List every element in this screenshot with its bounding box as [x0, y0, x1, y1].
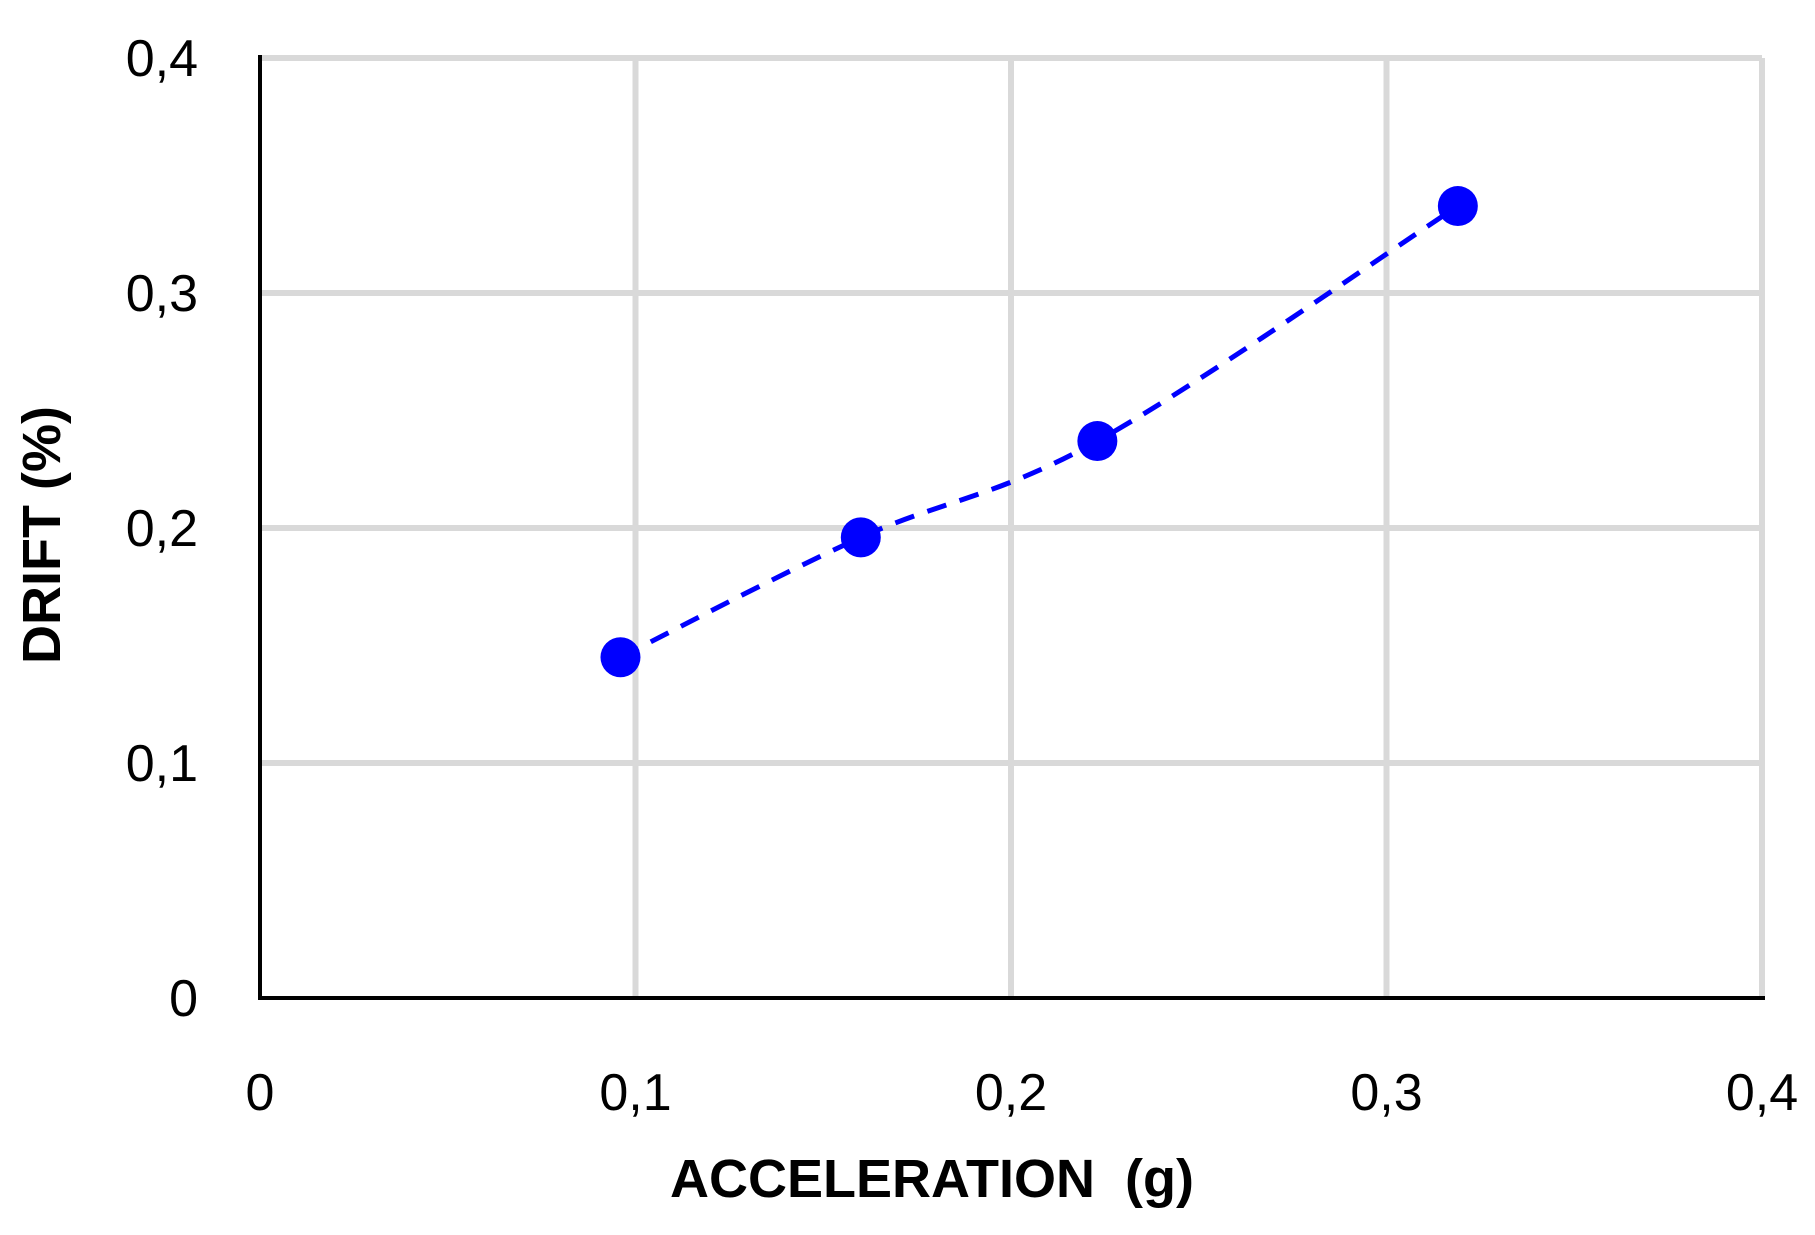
tick-labels: 0 0,1 0,2 0,3 0,4 0 0,1 0,2 0,3 0,4 — [126, 30, 1798, 1122]
series-line — [619, 203, 1460, 660]
x-tick-label: 0,4 — [1726, 1064, 1798, 1122]
x-tick-label: 0,1 — [599, 1064, 671, 1122]
series — [600, 186, 1478, 678]
data-point-marker — [1077, 421, 1118, 462]
data-point-marker — [840, 517, 881, 558]
y-axis-title: DRIFT (%) — [12, 406, 72, 664]
y-tick-label: 0,3 — [126, 265, 198, 323]
grid-lines — [260, 55, 1765, 998]
data-point-marker — [1437, 186, 1478, 227]
axes — [258, 55, 1765, 1000]
y-tick-label: 0,1 — [126, 735, 198, 793]
x-axis-title: ACCELERATION (g) — [670, 1149, 1194, 1209]
y-tick-label: 0,4 — [126, 30, 198, 88]
data-point-marker — [600, 637, 641, 678]
x-tick-label: 0,2 — [975, 1064, 1047, 1122]
x-tick-label: 0 — [246, 1064, 275, 1122]
x-tick-label: 0,3 — [1350, 1064, 1422, 1122]
y-tick-label: 0,2 — [126, 500, 198, 558]
y-tick-label: 0 — [169, 970, 198, 1028]
